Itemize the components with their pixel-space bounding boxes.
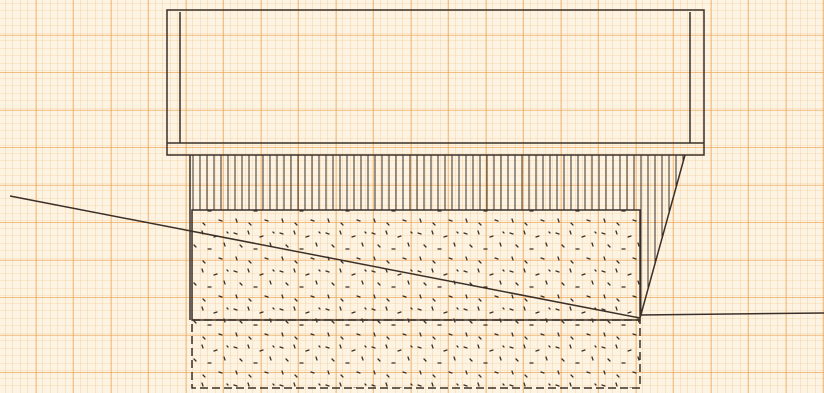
speckle-upper [192,210,640,320]
sketch [0,0,824,393]
speckle-lower [192,320,640,388]
page [0,0,824,393]
hatch-zone [190,155,640,210]
